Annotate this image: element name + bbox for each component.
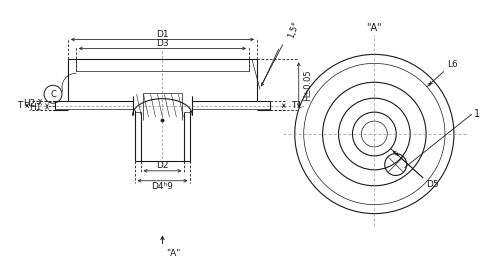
- Text: T: T: [17, 101, 22, 110]
- Text: "A": "A": [366, 23, 382, 33]
- Text: 1: 1: [474, 109, 480, 119]
- Text: H1: H1: [30, 103, 42, 112]
- Text: D2: D2: [156, 161, 168, 170]
- Text: C: C: [50, 90, 56, 99]
- Text: D4ʰ9: D4ʰ9: [152, 182, 174, 191]
- Text: T1: T1: [291, 101, 302, 110]
- Text: H2: H2: [22, 99, 35, 108]
- Text: 1,5°: 1,5°: [287, 20, 301, 40]
- Text: D3: D3: [156, 39, 169, 48]
- Text: D1: D1: [156, 30, 169, 39]
- Text: H±0.05: H±0.05: [302, 69, 312, 101]
- Text: L6: L6: [447, 61, 458, 69]
- Text: D5: D5: [426, 180, 439, 189]
- Text: "A": "A": [166, 249, 181, 259]
